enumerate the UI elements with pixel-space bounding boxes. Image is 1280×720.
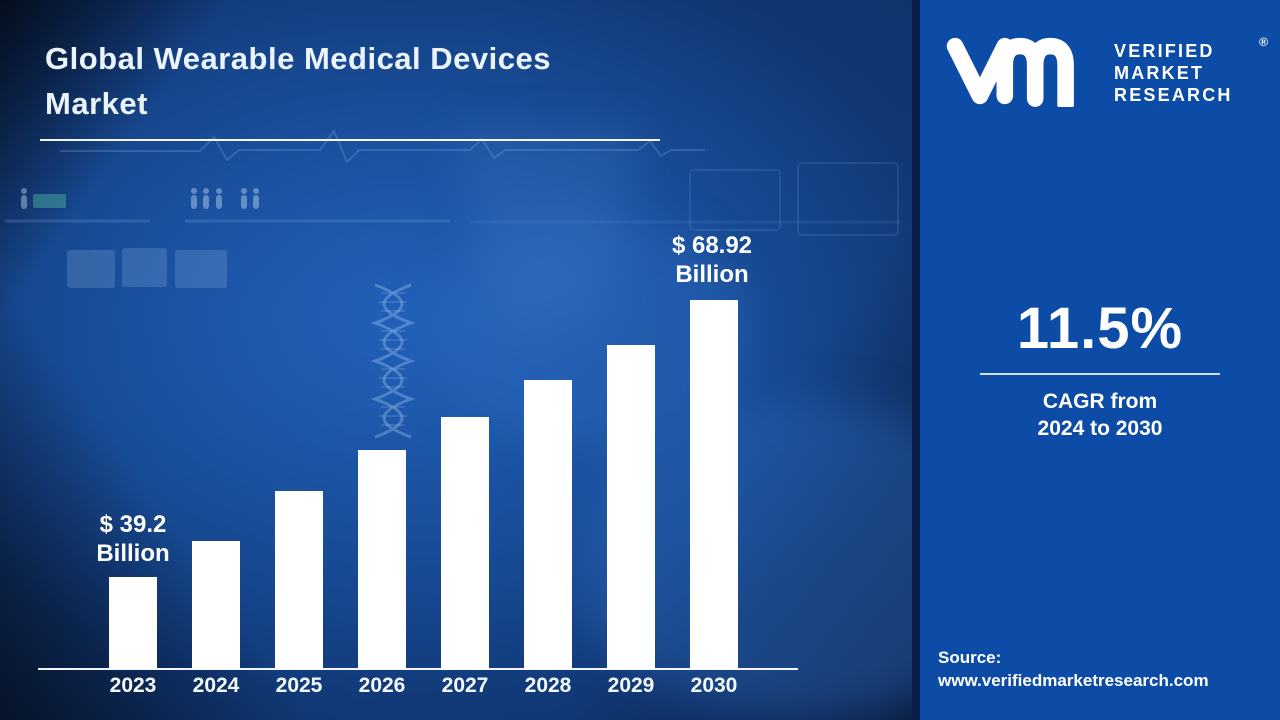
bar-2030	[690, 300, 738, 669]
folder-shapes	[67, 248, 227, 288]
ecg-line-icon	[60, 128, 705, 164]
title-underline	[40, 139, 660, 141]
year-label-2027: 2027	[441, 674, 489, 697]
page-title-line1: Global Wearable Medical Devices	[45, 41, 551, 76]
x-axis-line	[38, 668, 798, 670]
value-label-2030-unit: Billion	[675, 261, 749, 288]
value-label-2030-amount: $ 68.92	[671, 232, 753, 259]
cagr-block: 11.5% CAGR from 2024 to 2030	[920, 299, 1280, 442]
year-label-2025: 2025	[275, 674, 323, 697]
value-label-2023: $ 39.2 Billion	[58, 510, 208, 568]
people-icons	[21, 188, 259, 209]
dna-helix-icon	[370, 283, 416, 439]
year-label-2028: 2028	[524, 674, 572, 697]
page-title: Global Wearable Medical Devices Market	[45, 36, 725, 126]
shelf-lines	[5, 219, 900, 224]
light-beam	[450, 130, 645, 330]
bar-2025	[275, 491, 323, 669]
brand-name-line2: MARKET	[1114, 63, 1205, 83]
bar-2026	[358, 450, 406, 669]
source-url-link[interactable]: www.verifiedmarketresearch.com	[938, 671, 1209, 690]
info-panel: VERIFIED MARKET RESEARCH ® 11.5% CAGR fr…	[920, 0, 1280, 720]
chart-section: Global Wearable Medical Devices Market 2…	[0, 0, 912, 720]
brand-name-line1: VERIFIED	[1114, 41, 1215, 61]
year-label-2029: 2029	[607, 674, 655, 697]
monitor-frames	[689, 162, 899, 236]
bar-2027	[441, 417, 489, 669]
value-label-2023-amount: $ 39.2	[99, 511, 167, 538]
year-label-2024: 2024	[192, 674, 240, 697]
cagr-value: 11.5%	[1016, 296, 1184, 361]
monitor-screen-icon	[33, 194, 66, 208]
year-label-2030: 2030	[690, 674, 738, 697]
registered-trademark-icon: ®	[1259, 35, 1268, 49]
brand-name-line3: RESEARCH	[1114, 85, 1233, 105]
source-block: Source: www.verifiedmarketresearch.com	[938, 646, 1209, 692]
bar-2029	[607, 345, 655, 669]
year-label-2026: 2026	[358, 674, 406, 697]
value-label-2030: $ 68.92 Billion	[637, 231, 787, 289]
source-label: Source:	[938, 648, 1002, 667]
bar-2024	[192, 541, 240, 669]
vmr-monogram-icon	[946, 37, 1074, 107]
brand-logo: VERIFIED MARKET RESEARCH ®	[944, 33, 1268, 113]
year-label-2023: 2023	[109, 674, 157, 697]
cagr-caption-line2: 2024 to 2030	[1037, 417, 1163, 440]
cagr-underline	[980, 373, 1220, 375]
bar-2028	[524, 380, 572, 669]
section-divider	[912, 0, 920, 720]
page-title-line2: Market	[45, 86, 148, 121]
cagr-caption-line1: CAGR from	[1042, 390, 1158, 413]
cagr-caption: CAGR from 2024 to 2030	[920, 388, 1280, 442]
value-label-2023-unit: Billion	[96, 540, 170, 567]
brand-name: VERIFIED MARKET RESEARCH	[1114, 40, 1233, 106]
bar-2023	[109, 577, 157, 669]
